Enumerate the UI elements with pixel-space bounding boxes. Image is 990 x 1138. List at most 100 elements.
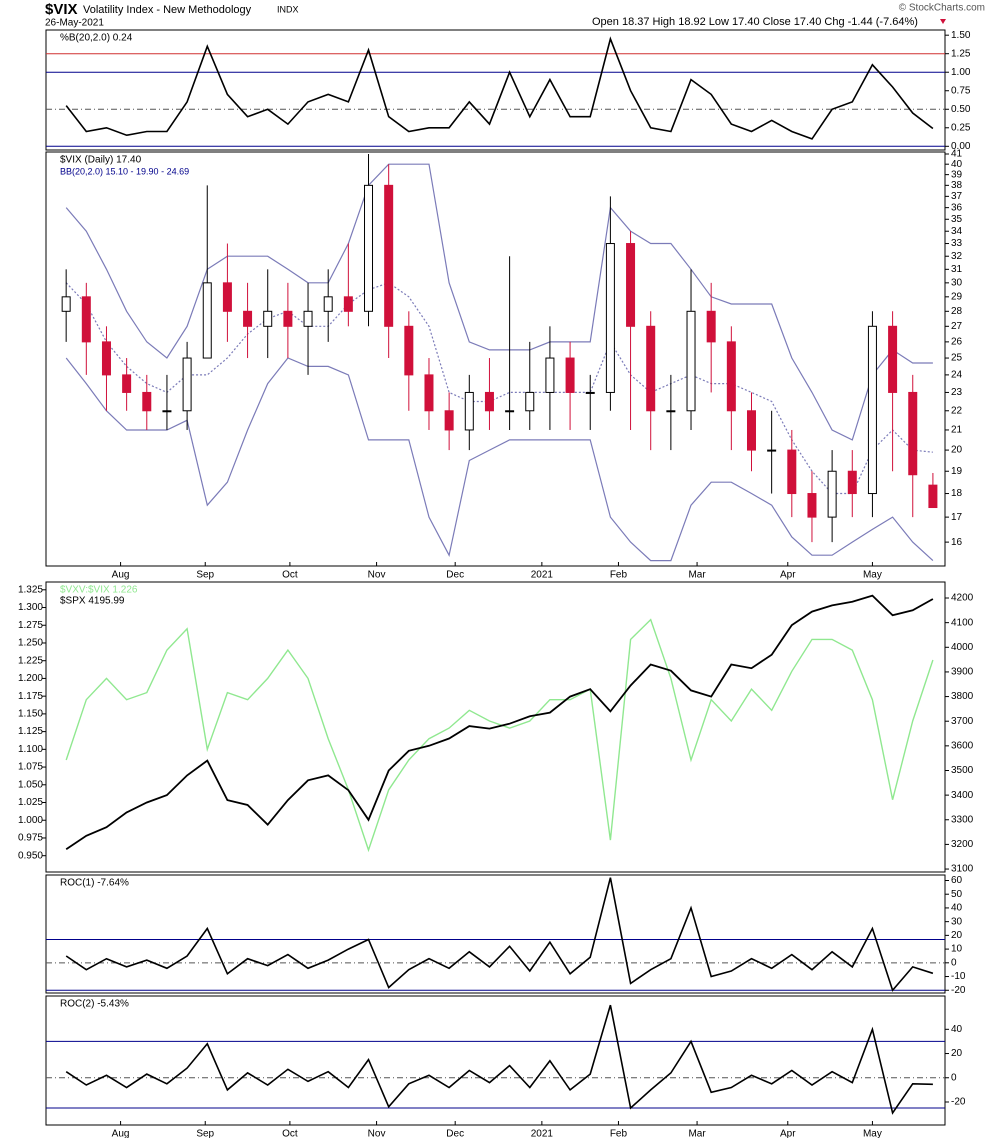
x-tick-label: 2021: [531, 1129, 554, 1138]
candle-body: [444, 410, 454, 431]
y2-tick-label: 1.225: [18, 655, 43, 666]
y-tick-label: 3500: [951, 765, 974, 776]
y-tick-label: 4100: [951, 617, 974, 628]
x-tick-label: Mar: [688, 1129, 706, 1138]
y-tick-label: 31: [951, 264, 963, 275]
y-tick-label: 0: [951, 957, 957, 968]
x-tick-label: Feb: [610, 1129, 628, 1138]
candle-body: [61, 296, 71, 312]
y-tick-label: 10: [951, 944, 963, 955]
y-tick-label: 33: [951, 238, 963, 249]
y-tick-label: 26: [951, 337, 963, 348]
y-tick-label: 20: [951, 1048, 963, 1059]
indicator-line: [65, 1004, 933, 1115]
x-tick-label: Nov: [368, 1129, 386, 1138]
band-middle: [65, 282, 933, 495]
panel-frame: [45, 151, 946, 567]
panel-title: ROC(2) -5.43%: [60, 999, 129, 1010]
x-tick-label: Sep: [196, 570, 214, 581]
y-tick-label: 3200: [951, 839, 974, 850]
y-tick-label: 21: [951, 425, 963, 436]
x-tick-label: Nov: [368, 570, 386, 581]
indicator-line: [65, 36, 934, 140]
candle-body: [424, 374, 434, 412]
y-tick-label: 32: [951, 251, 963, 262]
y2-tick-label: 1.125: [18, 726, 43, 737]
bands-legend: BB(20,2.0) 15.10 - 19.90 - 24.69: [60, 166, 189, 176]
y-tick-label: 50: [951, 889, 963, 900]
y2-tick-label: 0.975: [18, 833, 43, 844]
candle-body: [122, 374, 132, 393]
candle-body: [666, 410, 676, 413]
x-tick-label: May: [863, 1129, 882, 1138]
y-tick-label: 16: [951, 537, 963, 548]
band-upper: [65, 163, 933, 441]
y2-tick-label: 1.025: [18, 797, 43, 808]
panel-frame: [45, 29, 946, 151]
y-tick-label: 1.25: [951, 48, 971, 59]
candle-body: [746, 410, 756, 451]
y2-tick-label: 0.950: [18, 850, 43, 861]
band-lower: [65, 357, 934, 562]
candle-body: [585, 391, 595, 394]
candle-body: [565, 357, 575, 393]
x-tick-label: Dec: [446, 1129, 464, 1138]
candle-body: [323, 296, 333, 312]
y-tick-label: 4200: [951, 593, 974, 604]
candle-body: [343, 296, 353, 312]
y-tick-label: 3600: [951, 740, 974, 751]
candle-body: [81, 296, 91, 343]
y2-tick-label: 1.100: [18, 744, 43, 755]
y-tick-label: 0.75: [951, 85, 971, 96]
y-tick-label: 18: [951, 488, 963, 499]
y-tick-label: 39: [951, 169, 963, 180]
candle-body: [243, 310, 253, 327]
series-line: [65, 594, 934, 851]
y-tick-label: 22: [951, 405, 963, 416]
x-tick-label: Aug: [112, 1129, 130, 1138]
candle-body: [222, 282, 232, 312]
y-tick-label: 0.00: [951, 141, 971, 152]
legend-entry: $VXV:$VIX 1.226: [60, 585, 138, 596]
instrument-name: Volatility Index - New Methodology: [83, 4, 252, 16]
credit: © StockCharts.com: [899, 3, 985, 14]
candle-body: [404, 325, 414, 376]
y2-tick-label: 1.325: [18, 584, 43, 595]
y-tick-label: 60: [951, 875, 963, 886]
candle-body: [908, 391, 918, 476]
candle-body: [847, 470, 857, 495]
y-tick-label: 38: [951, 180, 963, 191]
y-tick-label: 23: [951, 387, 963, 398]
y-tick-label: 36: [951, 202, 963, 213]
y-tick-label: 19: [951, 466, 963, 477]
candle-body: [182, 357, 192, 412]
y-tick-label: 20: [951, 930, 963, 941]
candle-body: [928, 484, 938, 509]
candle-body: [505, 410, 515, 413]
y2-tick-label: 1.200: [18, 673, 43, 684]
panel-title: $VIX (Daily) 17.40: [60, 155, 142, 166]
y-tick-label: 25: [951, 353, 963, 364]
candle-body: [686, 310, 696, 412]
y-tick-label: 28: [951, 306, 963, 317]
candle-body: [867, 325, 877, 495]
y2-tick-label: 1.300: [18, 602, 43, 613]
y-tick-label: 41: [951, 149, 963, 160]
y-tick-label: 40: [951, 159, 963, 170]
series-line: [65, 618, 934, 853]
candle-body: [646, 325, 656, 412]
y2-tick-label: 1.275: [18, 620, 43, 631]
panel-title: ROC(1) -7.64%: [60, 878, 129, 889]
y2-tick-label: 1.150: [18, 709, 43, 720]
x-tick-label: Aug: [112, 570, 130, 581]
candle-body: [626, 243, 636, 327]
x-tick-label: May: [863, 570, 882, 581]
y-tick-label: 34: [951, 226, 963, 237]
x-tick-label: 2021: [531, 570, 554, 581]
candle-body: [162, 410, 172, 413]
y-tick-label: 0: [951, 1072, 957, 1083]
y-tick-label: 3400: [951, 790, 974, 801]
y2-tick-label: 1.050: [18, 779, 43, 790]
y2-tick-label: 1.175: [18, 691, 43, 702]
